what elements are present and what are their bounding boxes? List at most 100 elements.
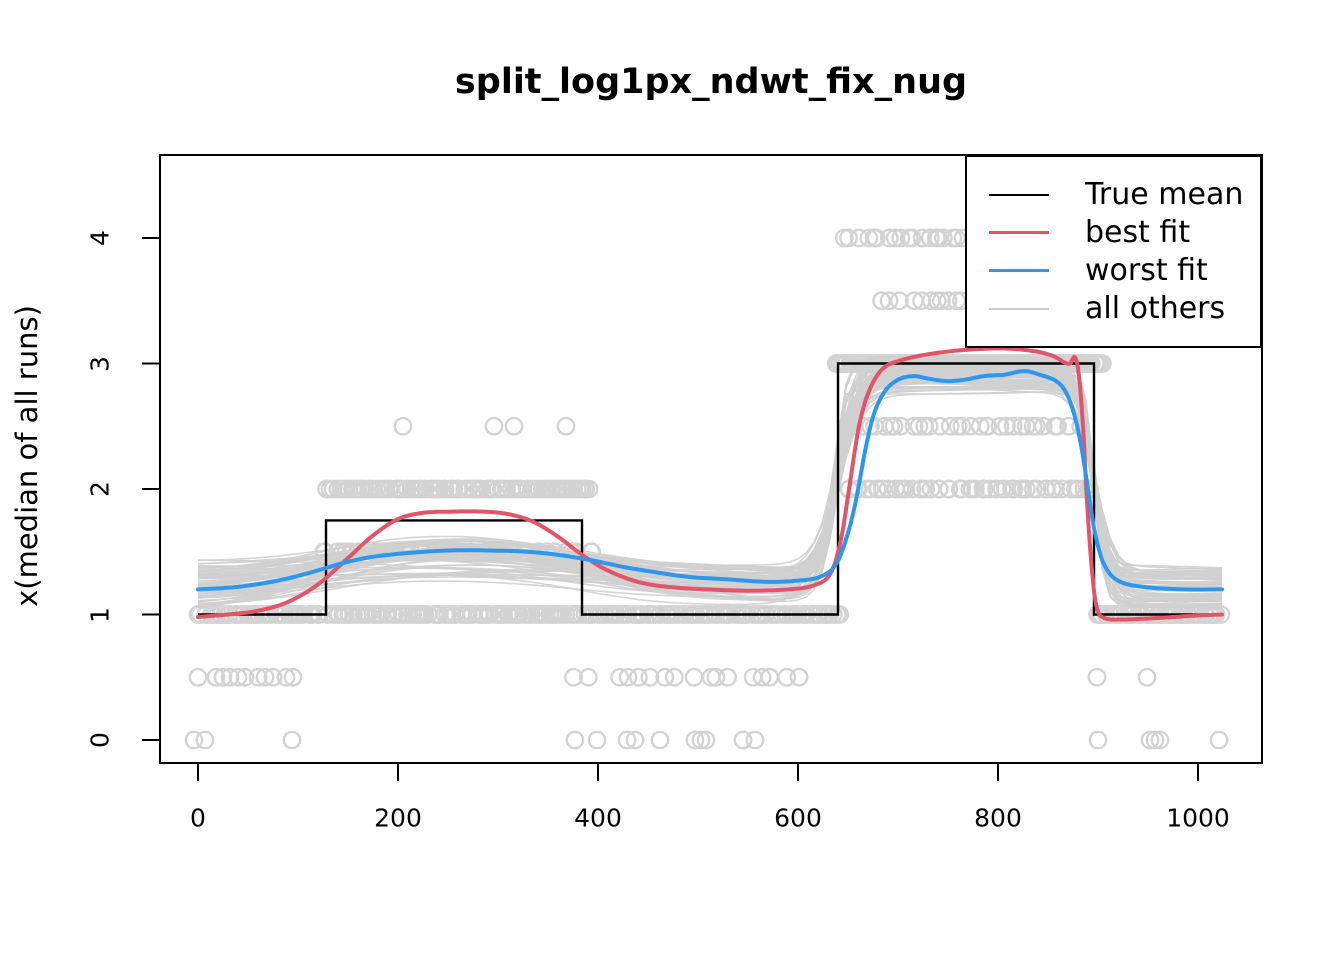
data-point-circle <box>932 291 951 311</box>
data-point-circle <box>879 291 899 311</box>
data-point-circle <box>393 416 413 436</box>
data-point-circle <box>911 479 930 499</box>
data-point-circle <box>578 667 598 687</box>
x-tick-label: 1000 <box>1166 803 1230 833</box>
data-point-circle <box>188 667 208 687</box>
data-point-circle <box>1088 730 1108 750</box>
data-point-circle <box>691 730 711 750</box>
data-point-circle <box>930 416 950 436</box>
data-point-circle <box>1027 479 1047 499</box>
data-point-circle <box>556 416 576 436</box>
legend-label-all-others: all others <box>1085 291 1226 326</box>
data-point-circle <box>966 479 985 499</box>
data-point-circle <box>1003 416 1023 436</box>
data-point-circle <box>1137 667 1157 687</box>
x-tick-label: 200 <box>374 803 422 833</box>
y-tick-label: 3 <box>85 355 115 372</box>
data-point-circle <box>610 667 630 687</box>
data-point-circle <box>839 228 858 248</box>
data-point-circle <box>430 479 449 499</box>
data-point-circle <box>282 730 302 750</box>
x-tick-label: 400 <box>574 803 622 833</box>
data-point-circle <box>195 730 215 750</box>
worst-fit-curve <box>196 368 1224 592</box>
data-point-circle <box>213 667 233 687</box>
data-point-circle <box>228 667 248 687</box>
data-point-circle <box>1012 416 1031 436</box>
data-point-circle <box>1048 416 1067 436</box>
data-point-circle <box>696 730 716 750</box>
data-point-circle <box>879 228 899 248</box>
legend-entry-worst-fit: worst fit <box>989 254 1260 287</box>
data-point-circle <box>952 416 972 436</box>
data-point-circle <box>733 730 753 750</box>
data-point-circle <box>255 667 275 687</box>
data-point-circle <box>1140 730 1160 750</box>
data-point-circle <box>916 479 936 499</box>
data-point-circle <box>929 228 948 248</box>
data-point-circle <box>777 667 797 687</box>
data-point-circle <box>618 667 638 687</box>
data-point-circle <box>339 605 359 624</box>
data-point-circle <box>929 479 949 499</box>
data-point-circle <box>902 479 922 499</box>
data-point-circle <box>891 228 911 248</box>
data-point-circle <box>629 667 648 687</box>
data-point-circle <box>684 667 704 687</box>
data-point-circle <box>718 667 738 687</box>
data-point-circle <box>859 228 879 248</box>
data-point-circle <box>587 730 607 750</box>
data-point-circle <box>970 416 990 436</box>
legend-label-true-mean: True mean <box>1085 177 1244 212</box>
data-point-circle <box>891 416 911 436</box>
data-point-circle <box>1150 730 1170 750</box>
data-point-circle <box>1027 416 1046 436</box>
legend: True mean best fit worst fit all others <box>965 155 1262 348</box>
y-tick-label: 4 <box>85 230 115 246</box>
data-point-circle <box>997 416 1016 436</box>
data-point-circle <box>664 667 684 687</box>
data-point-circle <box>789 667 809 687</box>
data-point-circle <box>564 667 584 687</box>
data-point-circle <box>184 730 204 750</box>
x-tick-label: 800 <box>974 803 1022 833</box>
data-point-circle <box>565 730 585 750</box>
data-point-circle <box>625 730 645 750</box>
data-point-circle <box>248 667 268 687</box>
data-point-circle <box>1087 667 1107 687</box>
y-tick-label: 1 <box>85 606 115 623</box>
data-point-circle <box>1016 479 1036 499</box>
data-point-circle <box>579 479 599 499</box>
data-point-circle <box>276 667 296 687</box>
data-point-circle <box>220 667 240 687</box>
data-point-circle <box>640 667 660 687</box>
best-fit-curve <box>196 346 1224 622</box>
legend-entry-best-fit: best fit <box>989 216 1260 249</box>
data-point-circle <box>872 291 891 311</box>
legend-entry-true-mean: True mean <box>989 178 1260 211</box>
chart-title: split_log1px_ndwt_fix_nug <box>454 62 968 102</box>
data-point-circle <box>889 291 909 311</box>
data-point-circle <box>434 479 454 499</box>
legend-entry-all-others: all others <box>989 292 1260 325</box>
data-point-circle <box>752 667 772 687</box>
data-point-circle <box>939 479 959 499</box>
data-point-circle <box>920 228 940 248</box>
data-point-circle <box>978 416 998 436</box>
legend-line-all-others <box>989 307 1049 310</box>
data-point-circle <box>933 228 953 248</box>
data-point-circle <box>484 416 504 436</box>
legend-line-true-mean <box>989 193 1049 196</box>
data-point-circle <box>946 228 966 248</box>
legend-label-worst-fit: worst fit <box>1085 253 1208 288</box>
data-point-circle <box>371 605 391 624</box>
data-point-circle <box>397 479 417 499</box>
data-point-circle <box>235 667 255 687</box>
data-point-circle <box>919 416 939 436</box>
data-point-circle <box>745 730 765 750</box>
x-tick-label: 0 <box>190 803 206 833</box>
data-point-circle <box>860 479 880 499</box>
data-point-circle <box>952 479 972 499</box>
